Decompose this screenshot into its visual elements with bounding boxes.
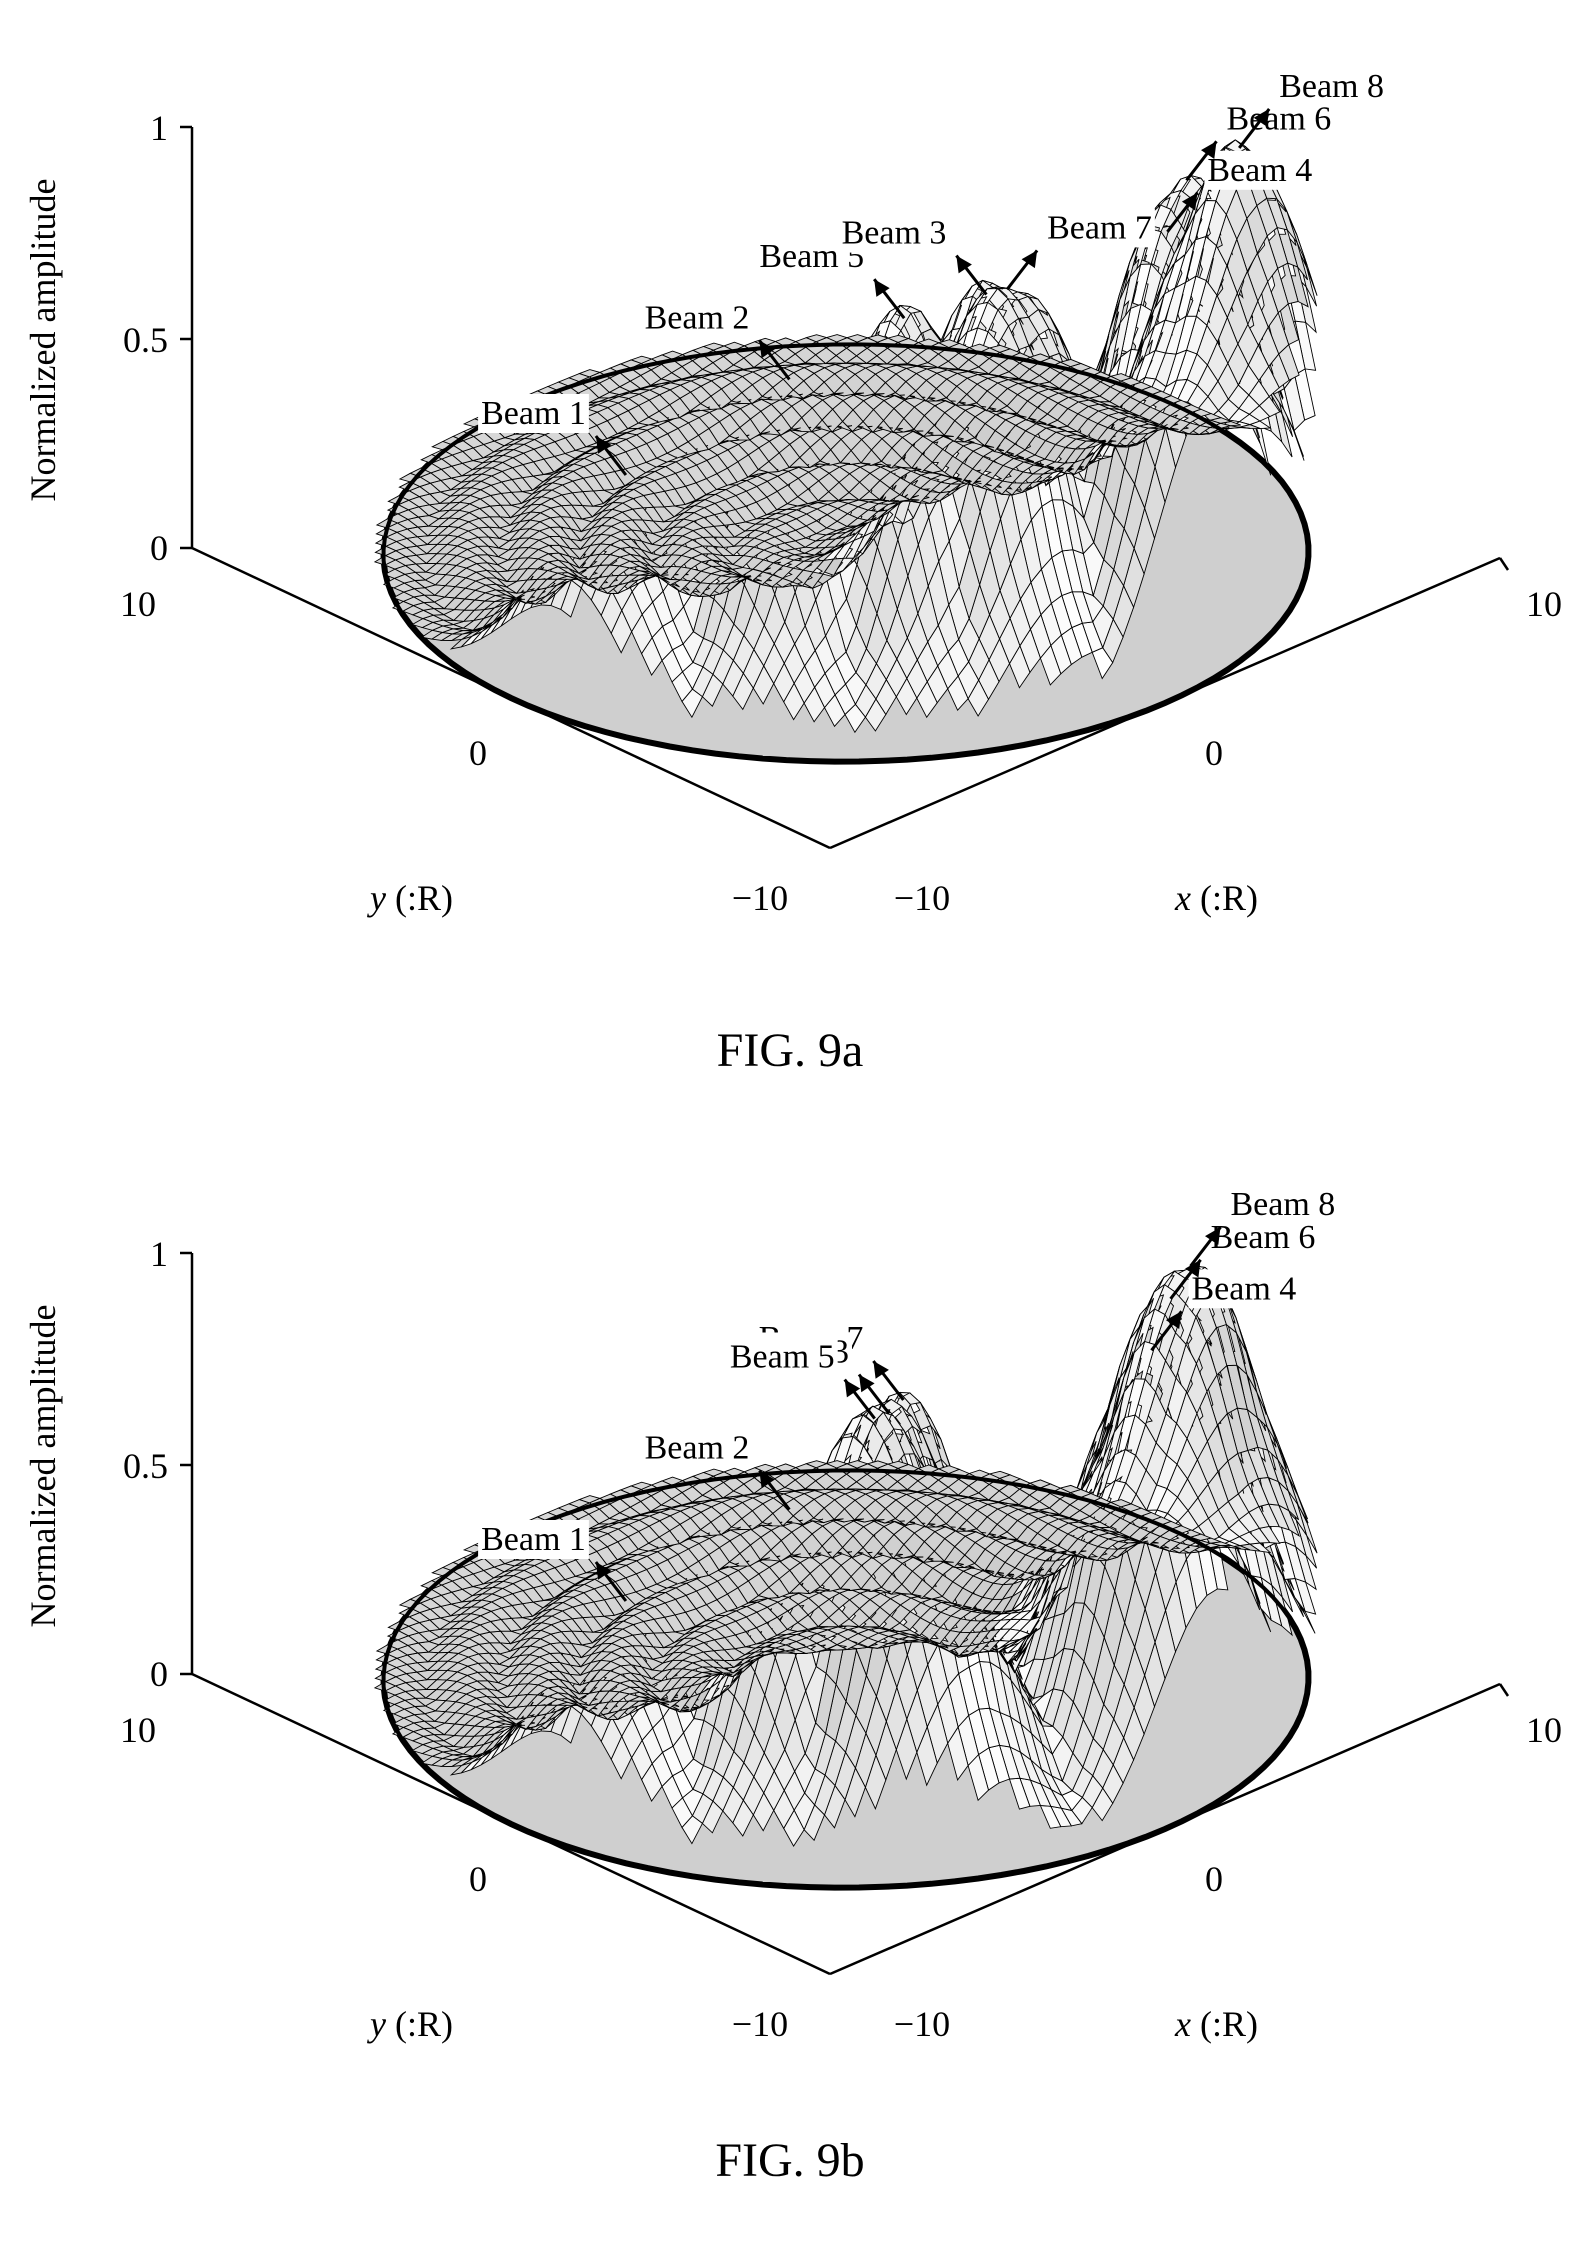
beam-arrowhead-6 xyxy=(1181,192,1198,211)
y-axis-line xyxy=(191,546,831,850)
beam-arrowhead-4 xyxy=(956,255,972,274)
y-axis-var: y xyxy=(367,878,386,918)
y-axis-title: y (:R) xyxy=(367,878,453,918)
beam-label-bg-5 xyxy=(1044,208,1155,248)
beam-label-bg-2 xyxy=(641,298,753,338)
x-tick-10 xyxy=(1498,557,1510,571)
figure-9b: 1 0.5 0 Normalized amplitude 10 0 −10 −1… xyxy=(0,1126,1594,2251)
figure-9a: 1 0.5 0 Normalized amplitude 10 0 −10 −1… xyxy=(0,0,1594,1125)
x-axis-unit: (:R) xyxy=(1191,878,1258,918)
x-axis-var: x xyxy=(1174,878,1191,918)
z-axis-title: Normalized amplitude xyxy=(23,179,63,502)
surface-facet xyxy=(398,472,422,483)
surface-plot-9a: 1 0.5 0 Normalized amplitude 10 0 −10 −1… xyxy=(23,66,1562,1077)
surface-facet xyxy=(420,629,444,640)
x-axis-line xyxy=(829,556,1501,850)
surface-plot-9b: 1 0.5 0 Normalized amplitude 10 0 −10 −1… xyxy=(23,1185,1562,2187)
beam-label-8: Beam 8 xyxy=(1279,68,1384,105)
surface-mesh xyxy=(373,139,1318,765)
z-tick-label-0-5: 0.5 xyxy=(123,320,168,360)
beam-arrowhead-8 xyxy=(1253,108,1270,127)
axes xyxy=(180,125,1510,850)
beam-label-6: Beam 4 xyxy=(1207,152,1312,189)
x-tick-label-0: 0 xyxy=(1205,733,1223,773)
beam-arrowhead-5 xyxy=(1021,250,1038,269)
y-tick-label-10: 10 xyxy=(120,584,156,624)
y-tick-label-neg10: −10 xyxy=(732,878,788,918)
surface-facet xyxy=(411,618,434,628)
z-tick-label-1: 1 xyxy=(150,108,168,148)
beam-arrowhead-2 xyxy=(759,340,775,359)
x-tick-label-neg10: −10 xyxy=(894,878,950,918)
x-axis-title: x (:R) xyxy=(1174,878,1258,918)
figure-caption: FIG. 9a xyxy=(717,1024,864,1077)
beam-label-4: Beam 3 xyxy=(842,215,947,252)
beam-label-2: Beam 2 xyxy=(645,299,750,336)
beam-label-bg-4 xyxy=(838,213,950,253)
beam-label-7: Beam 6 xyxy=(1227,100,1332,137)
surface-facet xyxy=(392,591,415,602)
beam-label-1: Beam 1 xyxy=(481,395,586,432)
beam-label-bg-8 xyxy=(1276,66,1387,106)
beam-label-5: Beam 7 xyxy=(1047,209,1152,246)
beam-arrowhead-7 xyxy=(1201,141,1217,159)
surface-mesh xyxy=(373,1265,1318,1891)
y-tick-label-0: 0 xyxy=(469,733,487,773)
beam-label-bg-6 xyxy=(1204,150,1316,190)
x-tick-label-10: 10 xyxy=(1526,584,1562,624)
y-axis-unit: (:R) xyxy=(386,878,453,918)
beam-label-bg-1 xyxy=(478,394,589,433)
beam-arrowhead-3 xyxy=(874,279,890,297)
beam-arrowhead-1 xyxy=(595,436,612,454)
surface-facet xyxy=(449,636,472,650)
surface-facet xyxy=(383,568,406,579)
z-tick-label-0: 0 xyxy=(150,528,168,568)
